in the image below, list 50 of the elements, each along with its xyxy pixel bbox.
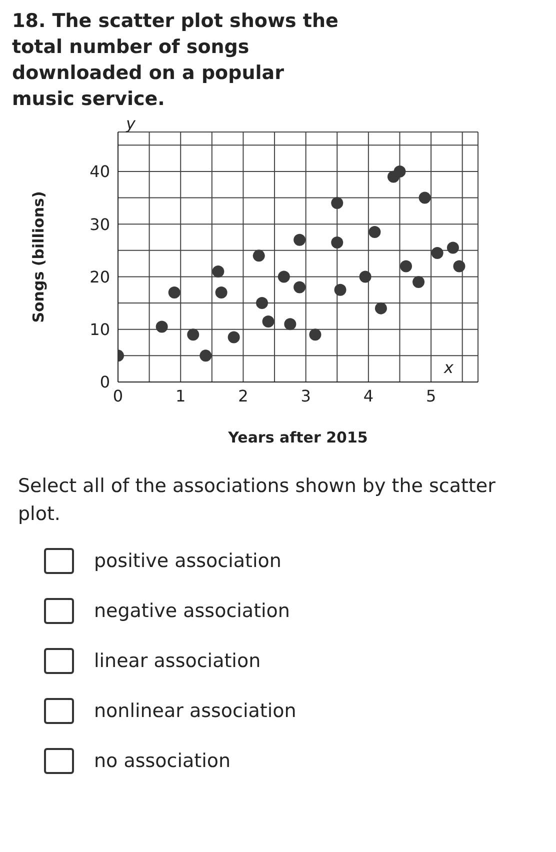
y-tick-label: 40 <box>90 162 110 182</box>
point <box>284 318 296 330</box>
annotation: y <box>126 114 136 133</box>
point <box>294 234 306 246</box>
y-tick-label: 10 <box>90 320 110 340</box>
x-tick-label: 3 <box>300 386 311 406</box>
point <box>394 165 406 178</box>
point <box>215 286 228 299</box>
point <box>331 236 344 249</box>
point <box>400 260 412 272</box>
point <box>168 286 180 299</box>
chart-title: 18. The scatter plot shows the total number of songs downloaded on a popular music service. <box>11 9 340 112</box>
point <box>334 284 346 296</box>
point <box>368 226 381 238</box>
y-tick-label: 30 <box>90 214 110 234</box>
point <box>156 320 168 333</box>
point <box>278 270 290 283</box>
point <box>309 328 322 341</box>
x-tick-label: 4 <box>363 386 374 406</box>
y-tick-label: 20 <box>90 267 110 286</box>
point <box>374 302 387 314</box>
x-tick-label: 0 <box>112 386 124 406</box>
annotation: x <box>444 358 454 377</box>
point <box>256 297 268 310</box>
x-tick-label: 5 <box>426 386 436 406</box>
point <box>431 247 444 260</box>
point <box>262 315 274 328</box>
text: Select all of the associations shown by the scatter plot. <box>18 474 496 527</box>
point <box>228 331 240 344</box>
x-tick-label: 2 <box>238 386 248 406</box>
text: negative association <box>94 600 290 622</box>
point <box>331 197 344 210</box>
point <box>359 270 372 283</box>
point <box>446 242 459 254</box>
text: linear association <box>94 650 261 672</box>
y-tick-label: 0 <box>100 372 110 392</box>
x-tick-label: 1 <box>176 386 186 406</box>
point <box>200 350 212 362</box>
point <box>187 328 200 341</box>
y-axis-title: Songs (billions) <box>29 191 48 323</box>
text: positive association <box>94 550 282 572</box>
point <box>453 260 466 272</box>
point <box>252 250 265 262</box>
point <box>294 281 306 294</box>
point <box>412 276 425 288</box>
text: no association <box>94 750 231 772</box>
text: nonlinear association <box>94 700 296 722</box>
point <box>212 265 224 278</box>
x-axis-title: Years after 2015 <box>227 428 368 447</box>
point <box>418 192 431 204</box>
